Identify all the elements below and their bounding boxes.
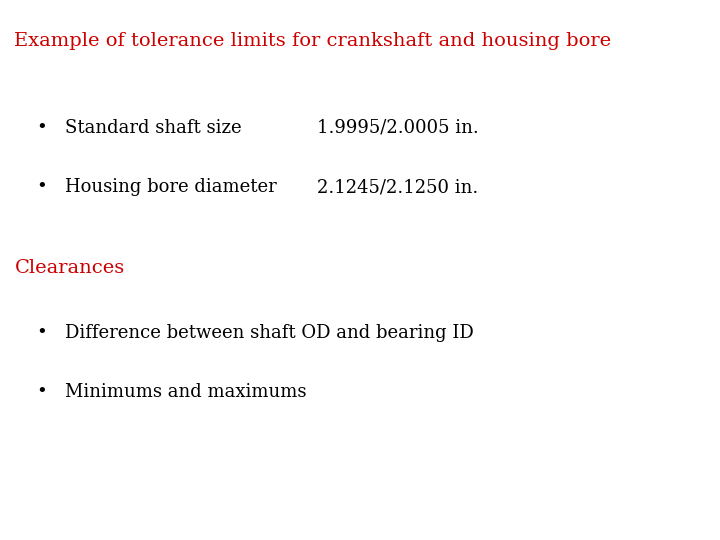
Text: 1.9995/2.0005 in.: 1.9995/2.0005 in. <box>317 119 479 137</box>
Text: Difference between shaft OD and bearing ID: Difference between shaft OD and bearing … <box>65 324 474 342</box>
Text: •: • <box>36 119 47 137</box>
Text: Housing bore diameter: Housing bore diameter <box>65 178 276 196</box>
Text: •: • <box>36 383 47 401</box>
Text: •: • <box>36 178 47 196</box>
Text: Example of tolerance limits for crankshaft and housing bore: Example of tolerance limits for cranksha… <box>14 32 611 50</box>
Text: Minimums and maximums: Minimums and maximums <box>65 383 306 401</box>
Text: 2.1245/2.1250 in.: 2.1245/2.1250 in. <box>317 178 478 196</box>
Text: Standard shaft size: Standard shaft size <box>65 119 241 137</box>
Text: •: • <box>36 324 47 342</box>
Text: Clearances: Clearances <box>14 259 125 277</box>
